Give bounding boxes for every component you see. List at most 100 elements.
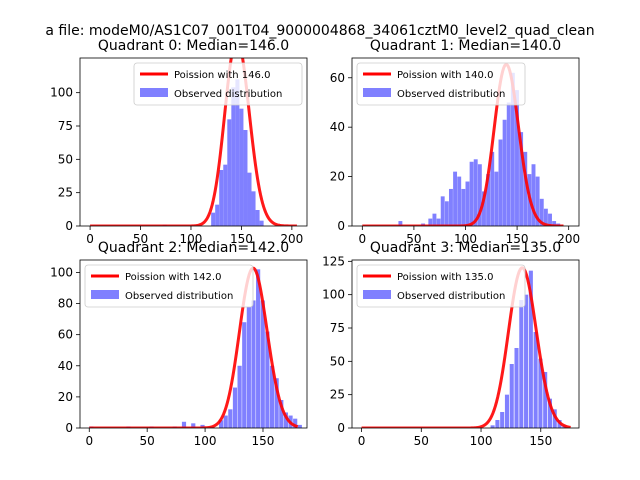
legend-poisson-label: Poission with 140.0 bbox=[397, 70, 493, 81]
histogram-bar bbox=[231, 87, 236, 226]
histogram-bar bbox=[465, 181, 470, 226]
histogram-bar bbox=[482, 191, 486, 226]
x-tick-label: 150 bbox=[230, 232, 253, 246]
y-tick-label: 125 bbox=[322, 254, 345, 268]
histogram-bar bbox=[223, 164, 228, 226]
y-tick-label: 75 bbox=[58, 119, 73, 133]
x-tick-label: 0 bbox=[358, 232, 366, 246]
x-tick-label: 0 bbox=[85, 434, 93, 448]
histogram-bar bbox=[274, 378, 279, 428]
y-tick-label: 60 bbox=[330, 71, 345, 85]
x-tick-label: 100 bbox=[470, 434, 493, 448]
histogram-bar bbox=[498, 139, 503, 226]
histogram-bar bbox=[239, 108, 244, 226]
histogram-bar bbox=[535, 176, 540, 226]
legend-box bbox=[84, 264, 254, 308]
histogram-bar bbox=[543, 372, 548, 428]
histogram-bar bbox=[444, 201, 449, 226]
y-tick-label: 20 bbox=[330, 170, 345, 184]
histogram-bar bbox=[469, 161, 474, 226]
x-tick-label: 150 bbox=[529, 434, 552, 448]
histogram-bar bbox=[510, 72, 515, 226]
legend-hist-label: Observed distribution bbox=[397, 291, 505, 302]
histogram-bar bbox=[297, 424, 302, 428]
histogram-bar bbox=[211, 212, 216, 226]
legend-hist-swatch bbox=[91, 290, 119, 299]
histogram-bar bbox=[232, 387, 238, 428]
histogram-bar bbox=[533, 332, 538, 428]
y-tick-label: 100 bbox=[50, 86, 73, 100]
histogram-bar bbox=[251, 300, 256, 428]
histogram-bar bbox=[528, 270, 533, 428]
x-tick-label: 200 bbox=[280, 232, 303, 246]
legend-box bbox=[356, 62, 526, 106]
histogram-bar bbox=[242, 322, 247, 428]
histogram-bar bbox=[509, 364, 514, 428]
legend-box bbox=[356, 264, 526, 308]
y-tick-label: 60 bbox=[58, 328, 73, 342]
histogram-bar bbox=[283, 412, 289, 428]
x-tick-label: 50 bbox=[406, 232, 421, 246]
x-tick-label: 200 bbox=[557, 232, 580, 246]
histogram-bar bbox=[552, 221, 557, 226]
histogram-bar bbox=[457, 176, 462, 226]
histogram-bar bbox=[523, 151, 528, 226]
histogram-bar bbox=[524, 294, 529, 428]
quadrant-0-panel: 0 50 100 150 200 0 25 50 75 100 Quadrant 0: Median… bbox=[50, 38, 308, 246]
histogram-bar bbox=[440, 196, 445, 226]
y-tick-label: 80 bbox=[58, 297, 73, 311]
x-tick-label: 50 bbox=[414, 434, 429, 448]
x-tick-label: 100 bbox=[194, 434, 217, 448]
histogram-bar bbox=[398, 221, 403, 226]
histogram-bar bbox=[490, 425, 495, 428]
y-tick-label: 75 bbox=[330, 321, 345, 335]
y-tick-label: 25 bbox=[330, 388, 345, 402]
histogram-bar bbox=[500, 412, 505, 428]
y-tick-label: 100 bbox=[50, 265, 73, 279]
histogram-bar bbox=[502, 119, 507, 226]
y-tick-label: 50 bbox=[58, 152, 73, 166]
histogram-bar bbox=[215, 204, 220, 226]
histogram-bar bbox=[428, 218, 433, 226]
histogram-bar bbox=[227, 119, 232, 226]
histogram-bar bbox=[477, 164, 482, 226]
histogram-bar bbox=[432, 213, 437, 226]
x-tick-label: 50 bbox=[140, 434, 155, 448]
histogram-bar bbox=[490, 151, 495, 226]
histogram-bar bbox=[237, 365, 242, 428]
histogram-bar bbox=[235, 79, 240, 226]
histogram-bar bbox=[259, 220, 264, 226]
x-tick-label: 0 bbox=[86, 232, 94, 246]
histogram-bar bbox=[223, 415, 228, 428]
histogram-bar bbox=[453, 171, 458, 226]
histogram-bar bbox=[293, 418, 298, 428]
quadrant-1-legend: Poission with 140.0 Observed distribution bbox=[356, 62, 526, 106]
legend-hist-label: Observed distribution bbox=[397, 89, 505, 100]
histogram-bar bbox=[543, 208, 548, 226]
histogram-bar bbox=[486, 174, 491, 226]
histogram-bar bbox=[255, 210, 260, 226]
histogram-bar bbox=[504, 394, 509, 428]
legend-hist-swatch bbox=[363, 88, 391, 97]
histogram-bar bbox=[228, 409, 233, 428]
histogram-bar bbox=[181, 421, 187, 428]
histogram-bar bbox=[448, 188, 453, 226]
histogram-bar bbox=[251, 191, 256, 226]
legend-poisson-label: Poission with 146.0 bbox=[174, 70, 270, 81]
axes-frame bbox=[79, 259, 308, 429]
histogram-bar bbox=[539, 198, 544, 226]
quadrant-3-legend: Poission with 135.0 Observed distribution bbox=[356, 264, 526, 308]
histogram-bar bbox=[260, 300, 265, 428]
histogram-bar bbox=[519, 300, 524, 428]
histogram-bar bbox=[519, 132, 524, 226]
quadrant-0-legend: Poission with 146.0 Observed distribution bbox=[133, 62, 303, 106]
y-tick-label: 40 bbox=[330, 120, 345, 134]
quadrant-0-title: Quadrant 0: Median=146.0 bbox=[98, 38, 289, 54]
quadrant-1-panel: 0 50 100 150 200 0 20 40 60 Quadrant 1: Median=14… bbox=[330, 38, 580, 246]
axes-frame bbox=[79, 57, 308, 227]
legend-poisson-label: Poission with 142.0 bbox=[125, 272, 221, 283]
histogram-bar bbox=[515, 90, 519, 226]
y-tick-label: 40 bbox=[58, 359, 73, 373]
quadrant-2-plot-area bbox=[88, 266, 302, 428]
